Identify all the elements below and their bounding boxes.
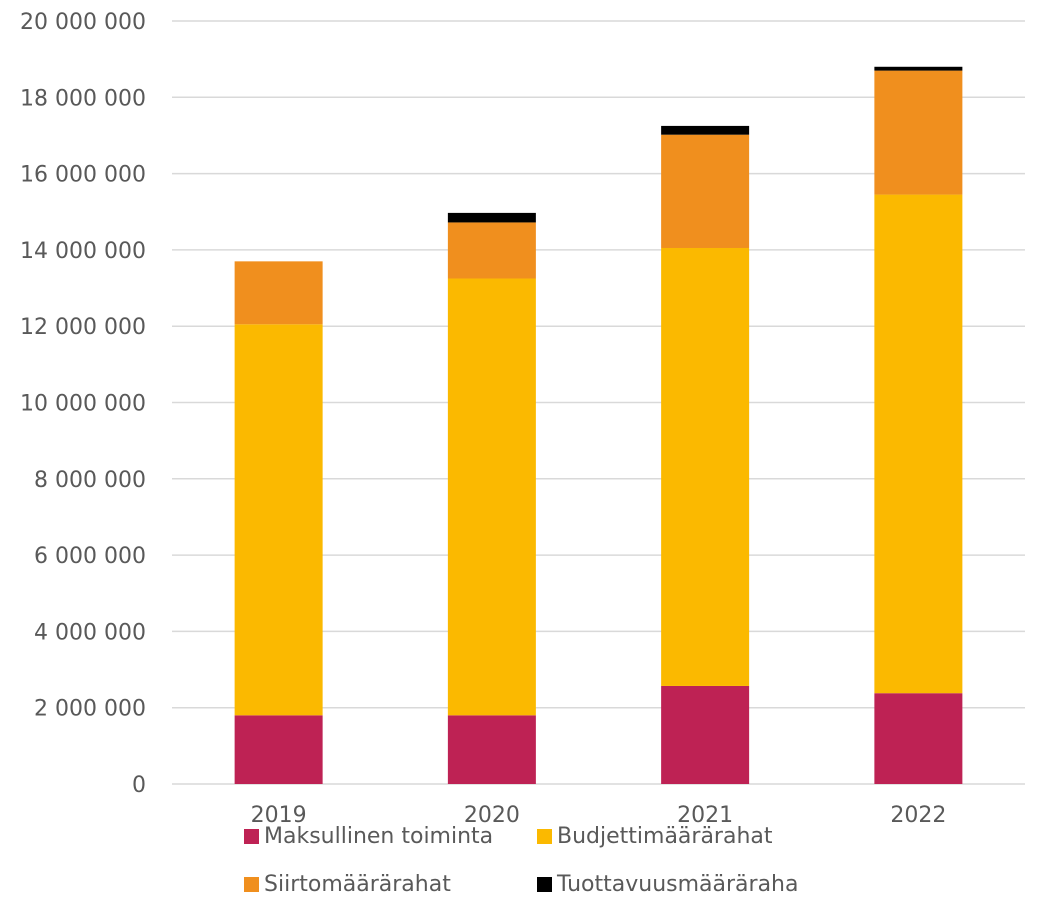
- bar-segment: [447, 222, 536, 279]
- bar-segment: [447, 212, 536, 223]
- x-tick-label: 2021: [677, 803, 733, 828]
- bar-segment: [447, 278, 536, 716]
- bar-segment: [661, 125, 750, 135]
- y-tick-label: 10 000 000: [20, 392, 146, 417]
- y-tick-label: 8 000 000: [34, 468, 146, 493]
- x-tick-label: 2020: [464, 803, 520, 828]
- bar-segment: [447, 715, 536, 784]
- x-tick-label: 2019: [251, 803, 307, 828]
- y-tick-label: 14 000 000: [20, 239, 146, 264]
- y-tick-label: 18 000 000: [20, 86, 146, 111]
- bar-segment: [661, 685, 750, 784]
- bar-segment: [874, 70, 963, 195]
- bar-segment: [874, 693, 963, 784]
- y-axis-ticks: 0 2 000 000 4 000 000 6 000 000 8 000 000 10 …: [20, 10, 146, 798]
- y-tick-label: 2 000 000: [34, 697, 146, 722]
- bars: [234, 66, 963, 784]
- y-tick-label: 4 000 000: [34, 620, 146, 645]
- bar-segment: [874, 194, 963, 694]
- bar-segment: [661, 247, 750, 686]
- x-axis-ticks: 2019 2020 2021 2022: [251, 803, 947, 828]
- bar-segment: [661, 134, 750, 248]
- bar-segment: [874, 66, 963, 71]
- x-tick-label: 2022: [890, 803, 946, 828]
- y-tick-label: 16 000 000: [20, 163, 146, 188]
- bar-segment: [234, 261, 323, 325]
- bar-segment: [234, 324, 323, 716]
- y-tick-label: 12 000 000: [20, 315, 146, 340]
- y-tick-label: 20 000 000: [20, 10, 146, 35]
- y-tick-label: 6 000 000: [34, 544, 146, 569]
- y-tick-label: 0: [132, 773, 146, 798]
- bar-segment: [234, 715, 323, 784]
